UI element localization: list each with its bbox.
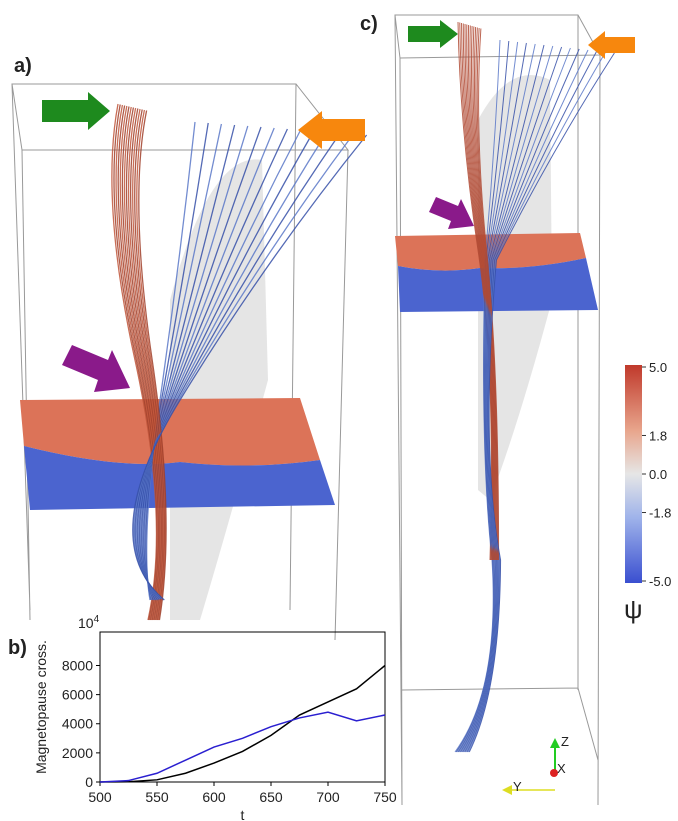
streamline-blue [144,123,223,601]
triad-label: Y [513,779,522,794]
triad-label: X [557,761,566,776]
streamline-blue [133,133,354,601]
y-tick-label: 8000 [62,657,93,673]
x-tick-label: 750 [373,789,397,805]
streamline-red [136,109,167,621]
streamline-red [119,105,161,621]
streamline-red [127,107,164,621]
data-line [99,664,386,783]
colorbar-tick-label: 5.0 [649,360,667,375]
x-tick-label: 600 [202,789,226,805]
arrow-green-c [408,20,458,48]
arrow-orange [298,111,365,149]
streamline-red-c [478,28,500,561]
streamline-blue [139,127,275,601]
colorbar-tick-label: -5.0 [649,574,671,589]
y-tick-label: 4000 [62,716,93,732]
streamline-blue [145,122,209,601]
arrow-green [42,92,110,130]
streamline-red [111,103,158,621]
streamline-red [125,107,163,621]
streamline-red [134,109,166,621]
colorbar-label: ψ [624,594,643,624]
triad-y-head [502,785,512,795]
streamline-blue [136,130,315,601]
streamline-blue [134,132,341,601]
colorbar-tick-label: 1.8 [649,428,667,443]
x-axis-label: t [241,807,245,821]
panel-label: c) [360,13,378,35]
box-c [394,14,601,806]
streamline-red [129,108,164,621]
plane-a-red [20,398,320,466]
y-axis-label: Magnetopause cross. [33,640,49,774]
x-tick-label: 650 [259,789,283,805]
streamline-red [115,104,159,621]
panel-label: b) [8,637,27,659]
panel-label: a) [14,55,32,77]
renderings [11,14,642,806]
streamline-blue [138,128,288,601]
triad-x [550,769,558,777]
streamline-blue [140,126,262,601]
streamline-blue [132,134,368,601]
arrow-purple-c [429,197,474,229]
arrow-purple [62,345,130,392]
plot-frame [99,631,386,783]
streamline-blue [141,125,249,601]
y-tick-label: 6000 [62,687,93,703]
streamline-red [132,108,165,621]
plane-a-blue [24,446,335,510]
colorbar-tick-label: 0.0 [649,467,667,482]
streamline-red [113,104,158,621]
triad-z-head [550,738,560,748]
streamline-red [117,105,160,621]
streamline-blue [146,121,196,601]
plane-c-blue [398,258,598,312]
streamline-blue [143,124,236,601]
streamlines [111,21,615,753]
triad-label: Z [561,734,569,749]
y-multiplier: 104 [78,614,100,631]
streamline-red [123,106,162,621]
streamline-red [121,106,161,621]
box-a [11,83,350,641]
x-tick-label: 500 [88,789,112,805]
y-tick-label: 2000 [62,745,93,761]
colorbar [625,365,642,583]
x-tick-label: 550 [145,789,169,805]
streamline-blue [135,131,328,601]
data-line [99,711,386,783]
colorbar-tick-label: -1.8 [649,506,671,521]
streamline-blue [137,129,302,601]
streamline-blue-c [468,52,615,753]
streamline-red [138,110,167,621]
arrow-orange-c [588,31,635,59]
x-tick-label: 700 [316,789,340,805]
y-tick-label: 0 [85,774,93,790]
